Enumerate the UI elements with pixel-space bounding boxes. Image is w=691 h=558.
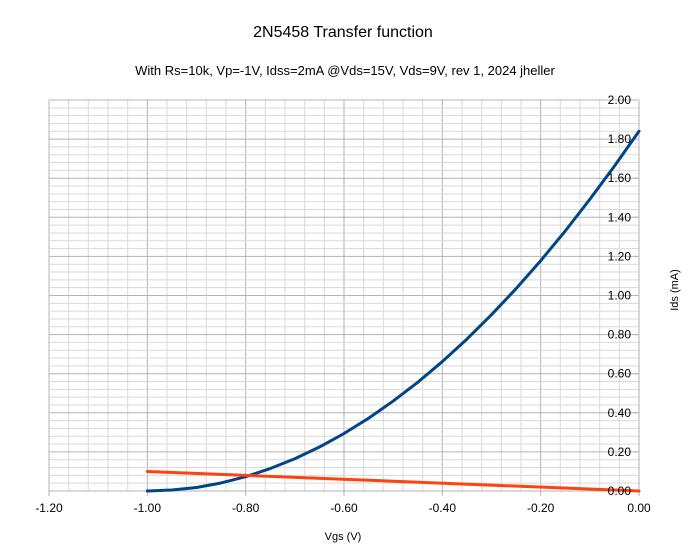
y-tick-label: 2.00 xyxy=(608,93,632,107)
y-tick-label: 0.20 xyxy=(608,445,632,459)
x-tick-label: -0.60 xyxy=(330,501,358,515)
y-tick-label: 0.40 xyxy=(608,406,632,420)
y-tick-label: 1.40 xyxy=(608,210,632,224)
series-line-1 xyxy=(145,129,641,493)
chart-title: 2N5458 Transfer function xyxy=(253,24,433,41)
x-tick-label: -1.20 xyxy=(35,501,63,515)
y-tick-label: 1.00 xyxy=(608,289,632,303)
y-tick-label: 0.00 xyxy=(608,484,632,498)
series-group xyxy=(145,129,641,493)
y-tick-label: 0.80 xyxy=(608,328,632,342)
y-tick-labels: 0.00 0.20 0.40 0.60 0.80 1.00 1.20 1.40 1.60 1.80… xyxy=(608,93,632,498)
grid xyxy=(48,99,640,492)
y-tick-label: 0.60 xyxy=(608,367,632,381)
x-tick-label: -0.20 xyxy=(527,501,555,515)
y-tick-label: 1.80 xyxy=(608,132,632,146)
chart-subtitle: With Rs=10k, Vp=-1V, Idss=2mA @Vds=15V, … xyxy=(135,63,555,78)
x-tick-label: -1.00 xyxy=(134,501,162,515)
x-tick-label: -0.80 xyxy=(232,501,260,515)
x-tick-label: -0.40 xyxy=(429,501,457,515)
y-axis-label: Ids (mA) xyxy=(669,269,681,311)
x-tick-label: 0.00 xyxy=(627,501,651,515)
y-tick-label: 1.20 xyxy=(608,249,632,263)
series-line-2 xyxy=(145,469,641,493)
x-axis-label: Vgs (V) xyxy=(325,531,362,543)
y-tick-label: 1.60 xyxy=(608,171,632,185)
x-tick-labels: -1.20 -1.00 -0.80 -0.60 -0.40 -0.20 0.00 xyxy=(35,501,651,515)
